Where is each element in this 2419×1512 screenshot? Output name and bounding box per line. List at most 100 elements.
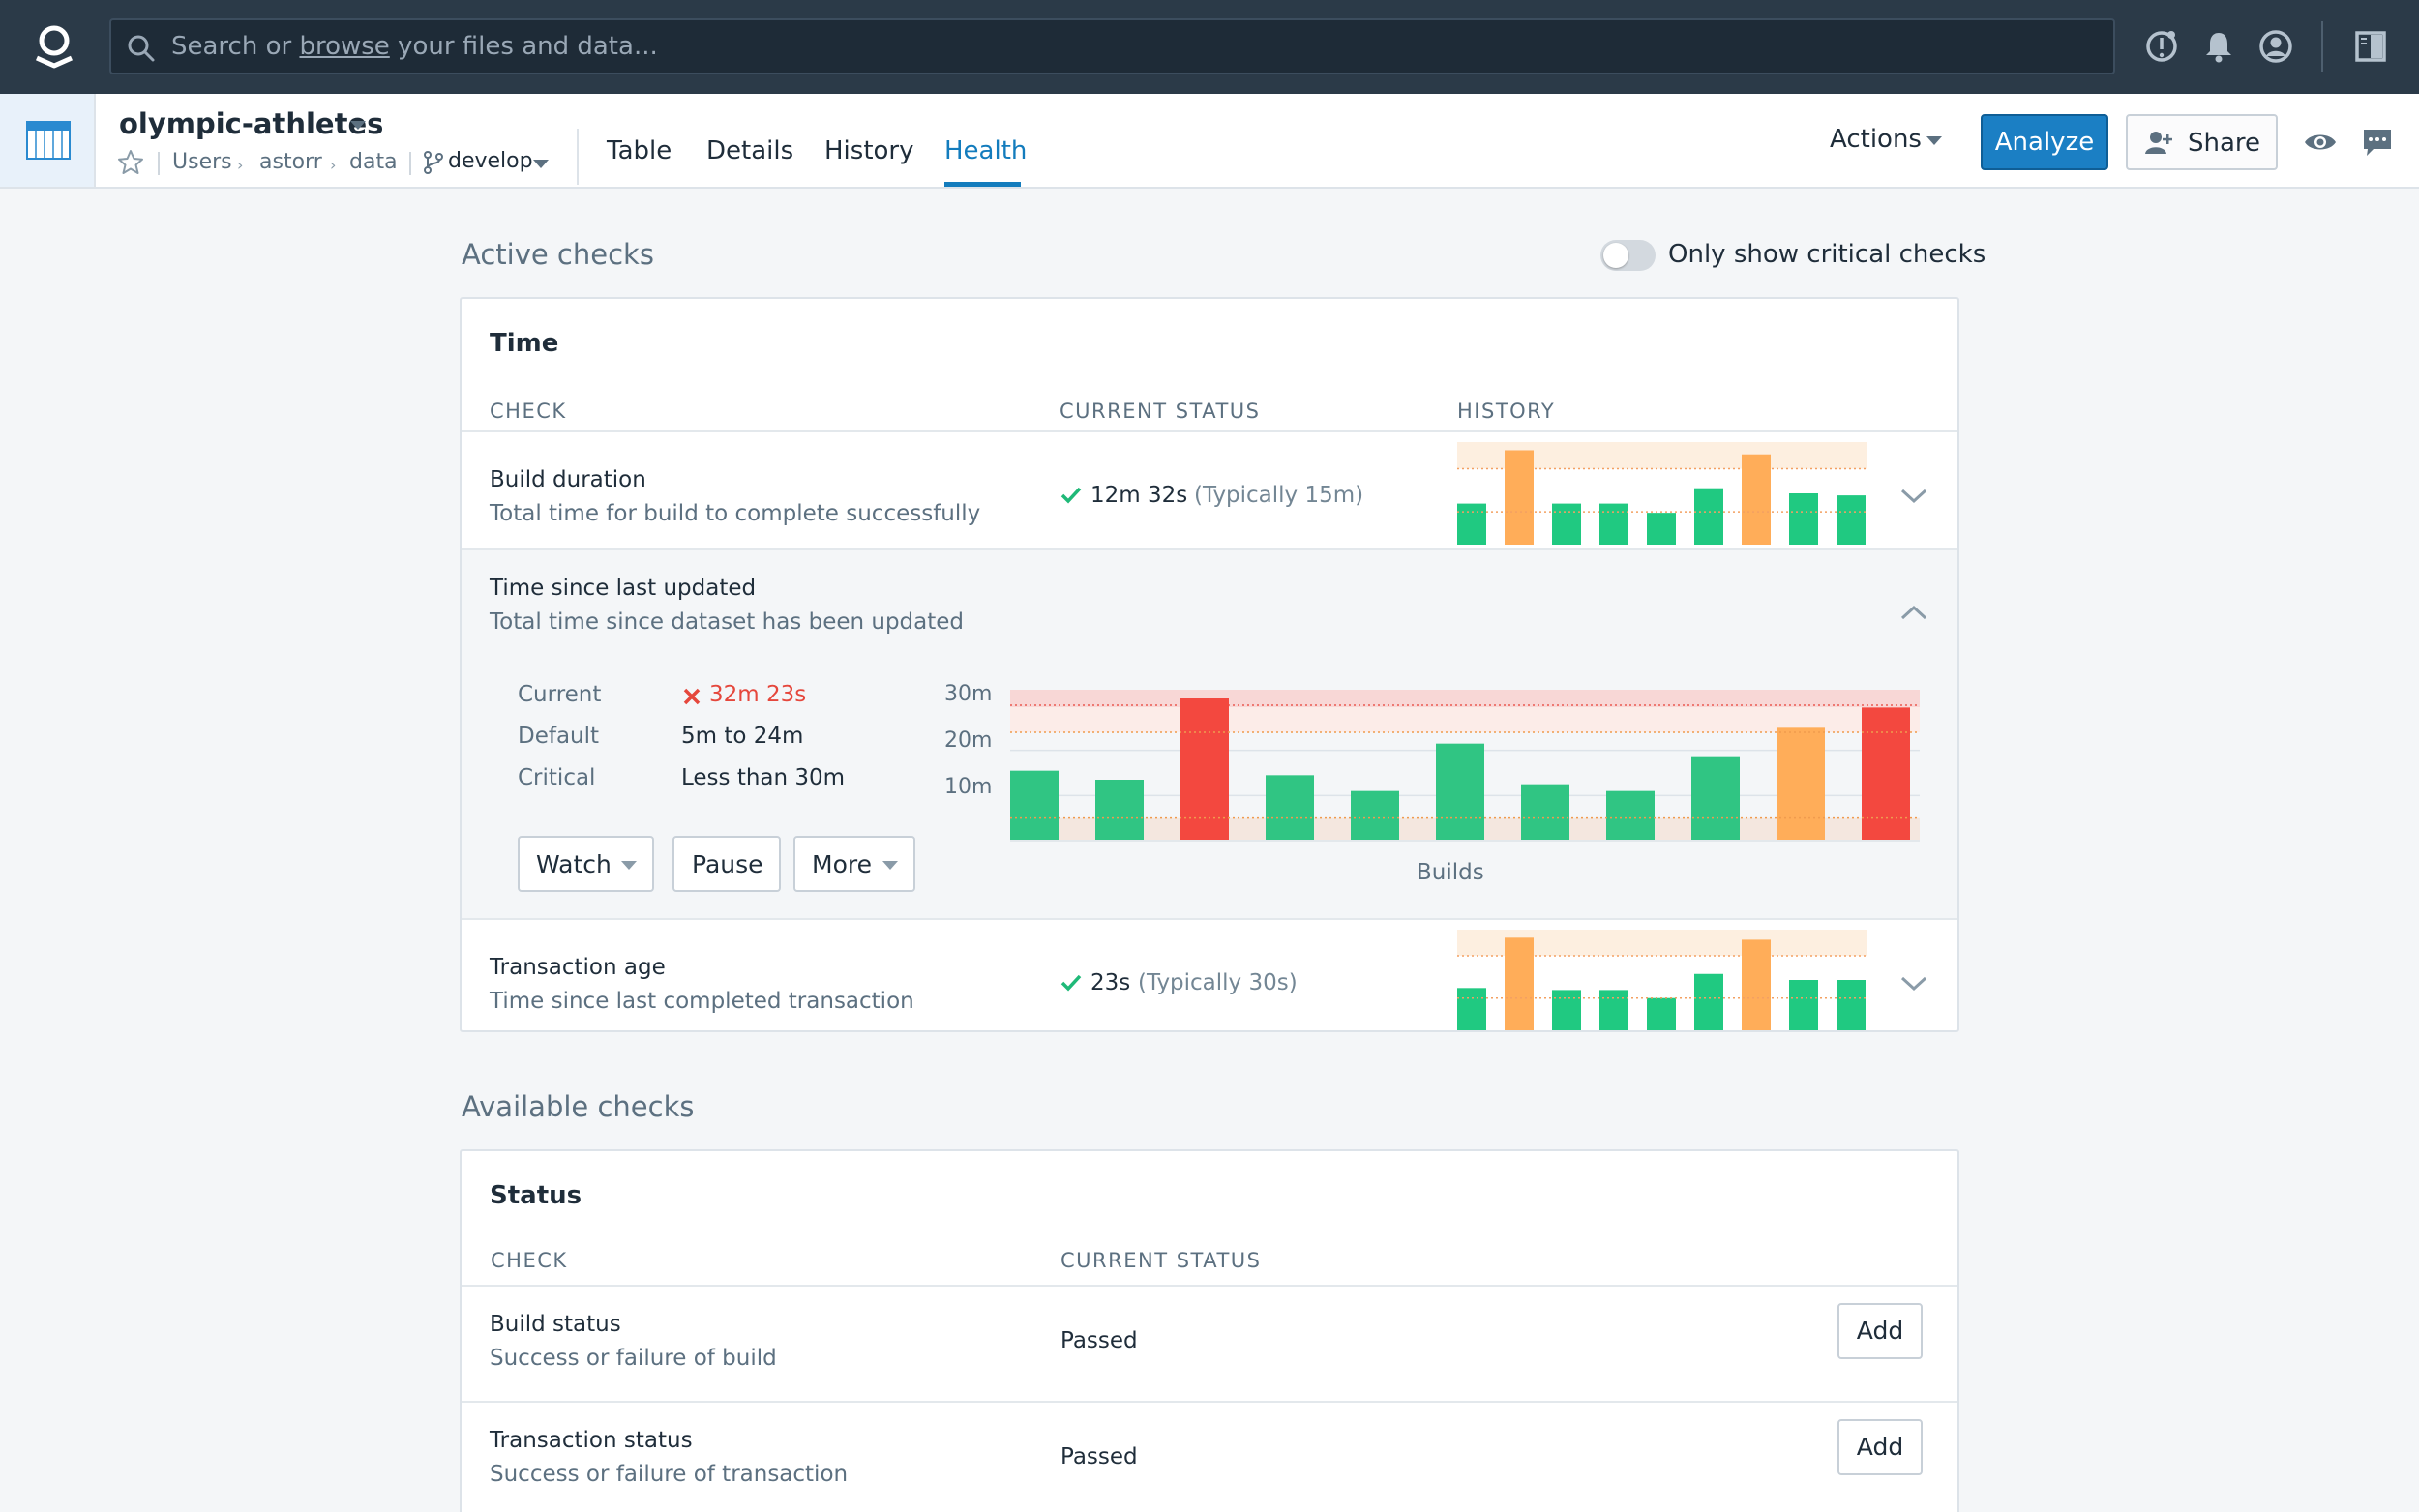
- y-tick-label: 30m: [944, 682, 993, 706]
- search-placeholder: Search or browse your files and data...: [171, 32, 658, 61]
- column-header-history: HISTORY: [1457, 400, 1556, 423]
- history-sparkline: [1457, 442, 1867, 545]
- available-checks-title: Available checks: [462, 1090, 695, 1123]
- history-bar: [1837, 980, 1866, 1030]
- palantir-logo-icon[interactable]: [33, 23, 75, 70]
- build-bar: [1777, 727, 1825, 841]
- check-row-transaction-status: Transaction status Success or failure of…: [462, 1403, 1957, 1512]
- check-description: Time since last completed transaction: [490, 989, 914, 1014]
- history-bar: [1694, 488, 1723, 545]
- tab-health[interactable]: Health: [944, 136, 1028, 165]
- top-bar: Search or browse your files and data...: [0, 0, 2419, 94]
- build-bar: [1180, 698, 1229, 841]
- panel-toggle-icon[interactable]: [2353, 29, 2388, 64]
- check-row-transaction-age[interactable]: Transaction age Time since last complete…: [462, 922, 1957, 1030]
- time-since-updated-chart: [1010, 690, 1920, 842]
- history-bar: [1694, 973, 1723, 1030]
- tab-history[interactable]: History: [824, 136, 914, 165]
- git-branch-icon: [424, 151, 443, 174]
- history-bar: [1647, 997, 1676, 1030]
- critical-only-toggle[interactable]: [1600, 240, 1656, 271]
- dataset-table-icon: [26, 121, 71, 160]
- tab-details[interactable]: Details: [706, 136, 794, 165]
- history-bar: [1552, 990, 1581, 1030]
- more-caret-down-icon: [882, 861, 898, 870]
- chevron-up-icon[interactable]: [1899, 603, 1928, 622]
- history-bar: [1599, 503, 1628, 545]
- pause-button[interactable]: Pause: [672, 836, 781, 892]
- browse-link[interactable]: browse: [299, 32, 390, 61]
- history-bar: [1505, 450, 1534, 545]
- actions-menu-button[interactable]: Actions: [1830, 125, 1922, 154]
- current-status-value: 12m 32s: [1090, 483, 1188, 508]
- card-title: Time: [490, 329, 559, 358]
- share-user-icon: [2145, 132, 2172, 154]
- dataset-header: olympic-athletes Users › astorr › data d…: [0, 94, 2419, 189]
- breadcrumb-users[interactable]: Users: [172, 150, 232, 174]
- tab-table[interactable]: Table: [607, 136, 672, 165]
- watch-button[interactable]: Watch: [518, 836, 654, 892]
- header-divider: [462, 1285, 1957, 1287]
- chevron-down-icon[interactable]: [1899, 974, 1928, 993]
- check-row-time-since-updated: Time since last updated Total time since…: [462, 548, 1957, 920]
- build-bar: [1266, 775, 1314, 841]
- comment-icon[interactable]: [2362, 127, 2393, 158]
- check-title: Build duration: [490, 467, 646, 492]
- check-title: Transaction status: [490, 1428, 693, 1453]
- add-check-button[interactable]: Add: [1837, 1419, 1923, 1475]
- analyze-button[interactable]: Analyze: [1981, 114, 2108, 170]
- column-header-check: CHECK: [490, 400, 567, 423]
- current-status-value: Passed: [1060, 1444, 1138, 1469]
- build-bar: [1606, 790, 1655, 841]
- current-status-value: Passed: [1060, 1328, 1138, 1353]
- share-button[interactable]: Share: [2126, 114, 2278, 170]
- bell-icon[interactable]: [2201, 29, 2236, 64]
- detail-label-default: Default: [518, 724, 600, 749]
- critical-only-label[interactable]: Only show critical checks: [1668, 240, 1986, 269]
- toggle-knob: [1603, 243, 1628, 268]
- check-description: Success or failure of build: [490, 1346, 777, 1371]
- active-checks-title: Active checks: [462, 238, 654, 271]
- branch-selector[interactable]: develop: [448, 149, 533, 173]
- build-bar: [1095, 780, 1144, 841]
- breadcrumb-data[interactable]: data: [349, 150, 398, 174]
- check-title: Time since last updated: [490, 576, 757, 601]
- actions-caret-down-icon[interactable]: [1926, 136, 1942, 145]
- column-header-current-status: CURRENT STATUS: [1060, 400, 1261, 423]
- check-row-build-duration[interactable]: Build duration Total time for build to c…: [462, 432, 1957, 548]
- fail-x-icon: [683, 688, 701, 705]
- check-description: Total time for build to complete success…: [490, 501, 981, 526]
- chevron-down-icon[interactable]: [1899, 487, 1928, 506]
- new-notification-icon[interactable]: [2144, 29, 2179, 64]
- column-header-current-status: CURRENT STATUS: [1060, 1249, 1262, 1272]
- build-bar: [1862, 707, 1910, 841]
- typical-status-value: (Typically 15m): [1194, 483, 1364, 508]
- more-button[interactable]: More: [793, 836, 915, 892]
- breadcrumb-astorr[interactable]: astorr: [259, 150, 322, 174]
- star-icon[interactable]: [117, 149, 144, 176]
- detail-label-current: Current: [518, 682, 602, 707]
- add-check-button[interactable]: Add: [1837, 1303, 1923, 1359]
- check-title: Transaction age: [490, 955, 666, 980]
- dataset-title[interactable]: olympic-athletes: [119, 107, 384, 140]
- history-sparkline: [1457, 930, 1867, 1030]
- eye-icon[interactable]: [2304, 131, 2337, 154]
- build-bar: [1351, 790, 1399, 841]
- title-caret-down-icon[interactable]: [350, 121, 366, 130]
- row-divider: [462, 1401, 1957, 1403]
- detail-value-critical: Less than 30m: [681, 765, 846, 790]
- check-description: Total time since dataset has been update…: [490, 609, 965, 635]
- time-checks-card: Time CHECK CURRENT STATUS HISTORY Build …: [460, 297, 1959, 1032]
- check-description: Success or failure of transaction: [490, 1462, 849, 1487]
- detail-label-critical: Critical: [518, 765, 596, 790]
- y-tick-label: 20m: [944, 728, 993, 753]
- breadcrumb-chevron-icon: ›: [330, 156, 337, 174]
- user-avatar-icon[interactable]: [2258, 29, 2293, 64]
- history-bar: [1789, 493, 1818, 545]
- search-input[interactable]: Search or browse your files and data...: [109, 18, 2115, 74]
- branch-caret-down-icon[interactable]: [533, 160, 549, 168]
- share-label: Share: [2188, 129, 2261, 158]
- chart-x-label: Builds: [1417, 860, 1484, 885]
- history-bar: [1837, 495, 1866, 545]
- topbar-divider: [2321, 21, 2323, 72]
